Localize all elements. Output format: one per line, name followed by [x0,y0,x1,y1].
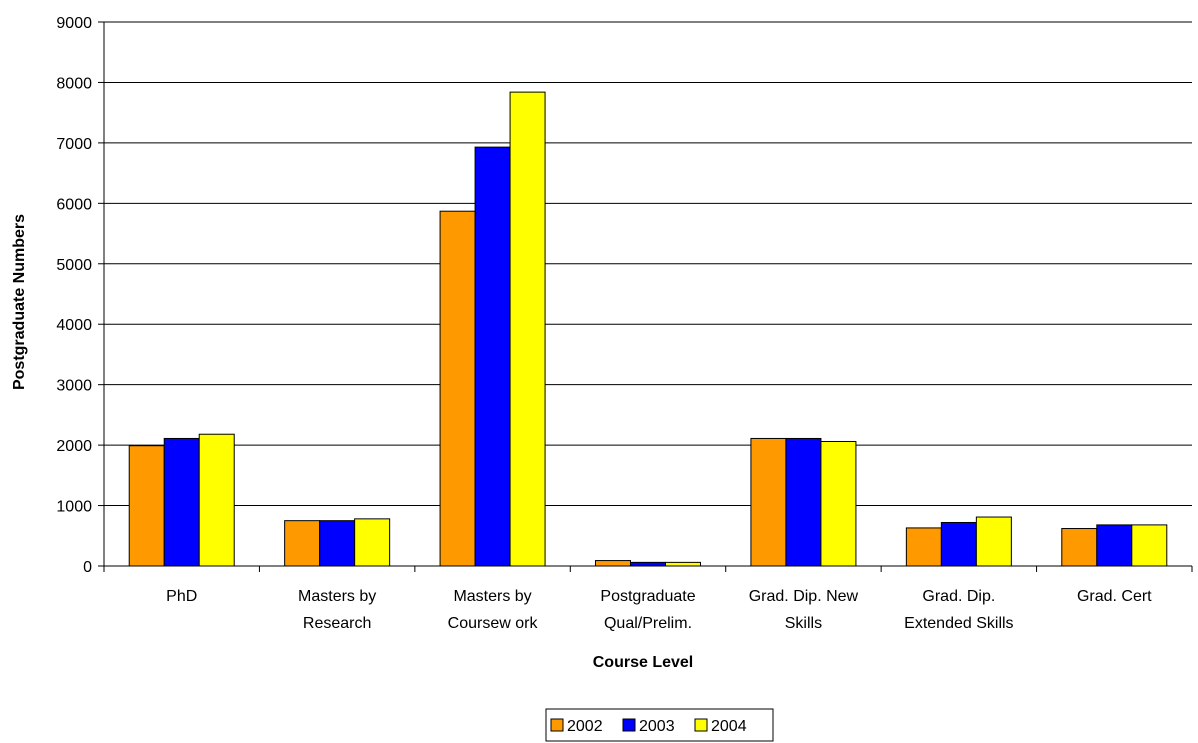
bar-2003-3 [474,146,511,567]
gridlines [104,21,1192,507]
x-tick-label: Masters by Coursew ork [448,588,539,632]
bars [128,91,1168,567]
bar-2002-6 [905,527,942,567]
y-tick-label: 9000 [56,15,92,32]
legend-swatch-2002 [550,718,564,732]
x-tick-label: Postgraduate Qual/Prelim. [600,588,695,632]
bar-2004-1 [198,433,235,567]
y-tick-label: 4000 [56,317,92,334]
x-tick-label: Grad. Cert [1077,588,1152,605]
bar-2003-7 [1096,524,1133,567]
y-tick-label: 2000 [56,438,92,455]
legend-swatch-2004 [694,718,708,732]
bar-2003-1 [163,437,200,567]
bar-2004-5 [820,440,857,567]
axes [98,21,1193,572]
bar-2004-3 [509,91,546,567]
legend-frame [545,708,774,742]
y-tick-label: 6000 [56,196,92,213]
y-tick-label: 7000 [56,136,92,153]
legend-label-2002: 2002 [567,718,603,735]
y-tick-labels: 0 1000 2000 3000 4000 5000 6000 7000 8000 9000 [56,15,92,576]
bar-2002-2 [284,520,321,567]
y-axis-title: Postgraduate Numbers [11,214,28,390]
bar-2003-6 [940,521,977,567]
y-tick-label: 8000 [56,75,92,92]
bar-2002-4 [595,560,631,567]
legend-label-2003: 2003 [639,718,675,735]
bar-2004-4 [665,561,701,567]
legend: 2002 2003 2004 [545,708,774,742]
bar-2004-2 [354,518,391,567]
legend-label-2004: 2004 [711,718,747,735]
legend-swatch-2003 [622,718,636,732]
x-tick-labels: PhD Masters by Research Masters by Coursew o… [166,588,1152,632]
bar-2003-2 [319,520,356,567]
bar-2002-1 [128,445,165,567]
bar-2002-5 [750,437,787,567]
y-tick-label: 3000 [56,378,92,395]
y-tick-label: 5000 [56,257,92,274]
bar-2004-7 [1131,524,1168,567]
x-tick-label: Masters by Research [298,588,376,632]
y-tick-label: 0 [83,559,92,576]
x-tick-label: Grad. Dip. New Skills [749,588,859,632]
x-tick-label: PhD [166,588,197,605]
bar-2003-5 [785,437,822,567]
bar-2002-7 [1061,528,1098,567]
bar-2002-3 [439,210,476,567]
x-tick-label: Grad. Dip. Extended Skills [904,588,1013,632]
y-tick-label: 1000 [56,499,92,516]
bar-2003-4 [630,561,666,567]
x-axis-title: Course Level [593,654,693,671]
bar-2004-6 [975,516,1012,567]
